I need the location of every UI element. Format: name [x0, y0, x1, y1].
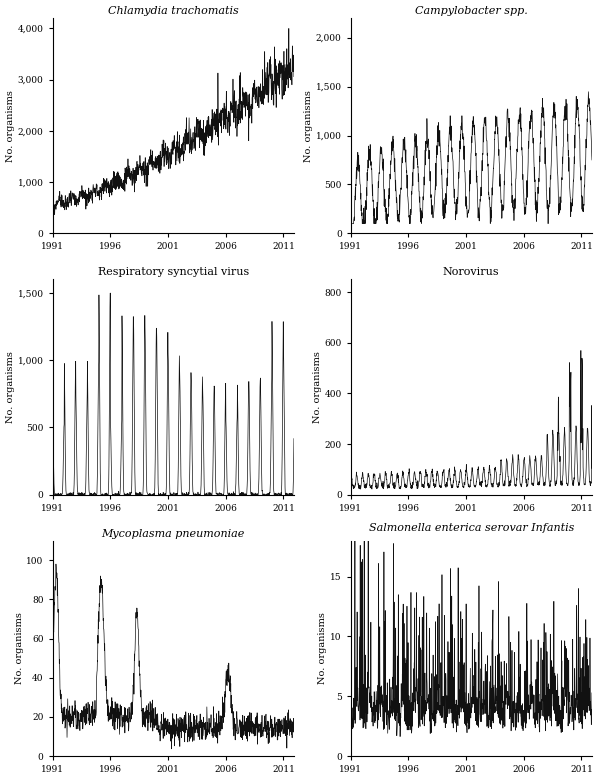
Y-axis label: No. organisms: No. organisms [6, 351, 15, 423]
Title: Campylobacter spp.: Campylobacter spp. [415, 5, 527, 16]
Text: Salmonella enterica serovar Infantis: Salmonella enterica serovar Infantis [368, 523, 574, 534]
Title: Chlamydia trachomatis: Chlamydia trachomatis [108, 5, 239, 16]
Y-axis label: No. organisms: No. organisms [6, 90, 15, 161]
Title: Norovirus: Norovirus [443, 268, 500, 277]
Y-axis label: No. organisms: No. organisms [313, 351, 322, 423]
Y-axis label: No. organisms: No. organisms [304, 90, 313, 161]
Title: Respiratory syncytial virus: Respiratory syncytial virus [98, 268, 249, 277]
Y-axis label: No. organisms: No. organisms [14, 612, 23, 684]
Y-axis label: No. organisms: No. organisms [318, 612, 327, 684]
Title: Mycoplasma pneumoniae: Mycoplasma pneumoniae [101, 529, 245, 538]
